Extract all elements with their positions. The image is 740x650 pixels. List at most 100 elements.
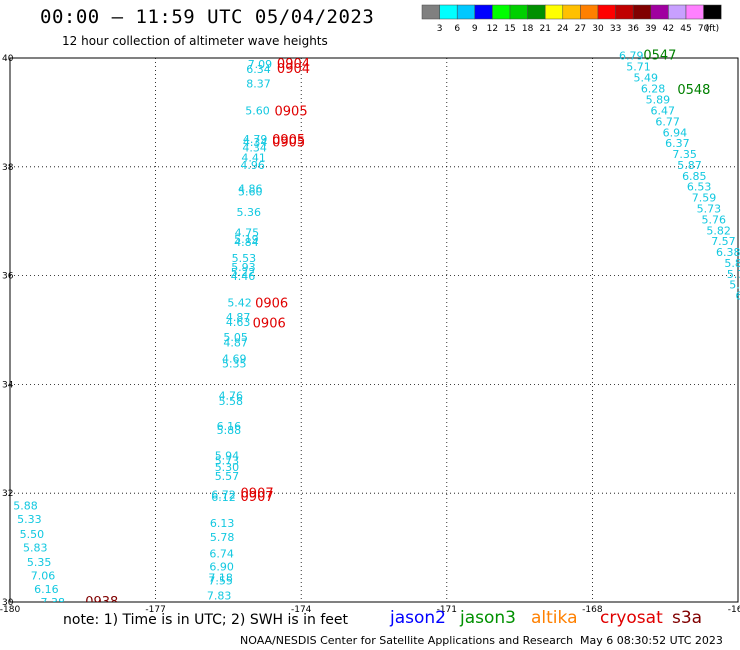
longitude-tick-label: -180 xyxy=(0,605,20,615)
wave-height-label: 4.75 xyxy=(235,226,260,239)
wave-height-label: 4.84 xyxy=(234,236,259,249)
generated-timestamp: May 6 08:30:52 UTC 2023 xyxy=(580,634,723,647)
satellite-legend-cryosat: cryosat xyxy=(600,608,663,628)
map-frame xyxy=(9,57,739,603)
wave-height-label: 4.41 xyxy=(241,151,266,164)
pass-time-label: 0905 xyxy=(272,133,305,148)
color-scale-tick: 33 xyxy=(610,24,621,34)
wave-height-label: 5.42 xyxy=(227,297,252,310)
footer-note: note: 1) Time is in UTC; 2) SWH is in fe… xyxy=(63,612,349,628)
wave-height-label: 6.72 xyxy=(211,489,236,502)
wave-height-label: 7.83 xyxy=(207,589,232,602)
pass-time-label: 0907 xyxy=(241,487,274,502)
pass-time-label: 0548 xyxy=(677,83,710,98)
wave-height-label: 6.37 xyxy=(665,137,690,150)
wave-height-label: 4.76 xyxy=(219,390,244,403)
color-scale-tick: 36 xyxy=(627,24,639,34)
wave-height-label: 6.16 xyxy=(217,420,242,433)
wave-height-label: 6.13 xyxy=(210,517,235,530)
latitude-tick-label: 34 xyxy=(2,380,14,390)
longitude-tick-label: -177 xyxy=(145,605,165,615)
color-scale-tick: 24 xyxy=(557,24,569,34)
color-scale-tick: 21 xyxy=(539,24,550,34)
wave-height-label: 7.59 xyxy=(692,192,717,205)
wave-height-label: 6.79 xyxy=(619,50,644,63)
wave-height-label: 5.89 xyxy=(646,94,671,107)
color-scale-tick: 42 xyxy=(663,24,674,34)
wave-height-label: 6.94 xyxy=(663,126,688,139)
wave-height-label: 4.69 xyxy=(222,353,247,366)
wave-height-label: 6.34 xyxy=(246,63,271,76)
wave-height-label: 5.30 xyxy=(215,461,240,474)
color-scale-legend: 3 6 9 12 15 18 21 24 27 30 33 36 39 42 45 70(ft) xyxy=(421,4,722,34)
wave-height-label: 7.55 xyxy=(208,575,233,588)
wave-height-label: 4.34 xyxy=(243,136,268,149)
wave-height-label: 6 xyxy=(735,290,740,303)
wave-height-label: 5.19 xyxy=(234,233,259,246)
wave-height-label: 5.33 xyxy=(17,513,42,526)
wave-height-label: 4.63 xyxy=(226,316,251,329)
wave-height-label: 4.34 xyxy=(242,142,267,155)
wave-height-label: 5.94 xyxy=(215,449,240,462)
wave-height-label: 5.82 xyxy=(706,224,731,237)
wave-height-label: 6.74 xyxy=(209,547,234,560)
pass-time-label: 0904 xyxy=(277,57,310,72)
wave-height-label: 6.12 xyxy=(211,491,236,504)
wave-height-label: 5.60 xyxy=(238,186,263,199)
wave-height-label: 6.85 xyxy=(682,170,707,183)
wave-height-label: 5.73 xyxy=(215,454,240,467)
wave-height-label: 7.38 xyxy=(40,596,65,609)
wave-height-label: 5.6 xyxy=(729,279,740,292)
wave-height-label: 5.58 xyxy=(219,395,244,408)
wave-height-label: 7.57 xyxy=(711,235,736,248)
color-scale-tick: 39 xyxy=(645,24,657,34)
wave-height-label: 5.50 xyxy=(20,528,45,541)
wave-height-label: 4.86 xyxy=(238,182,263,195)
wave-height-label: 6.16 xyxy=(34,583,59,596)
wave-height-label: 5.73 xyxy=(697,202,722,215)
credit-line: NOAA/NESDIS Center for Satellite Applica… xyxy=(240,634,574,647)
wave-height-label: 5.7 xyxy=(727,268,740,281)
wave-height-label: 6.38 xyxy=(716,246,740,259)
color-scale-tick: 15 xyxy=(504,24,515,34)
color-scale-tick: 9 xyxy=(472,24,478,34)
longitude-tick-label: -171 xyxy=(437,605,457,615)
color-swatch xyxy=(703,4,722,20)
page-title: 00:00 – 11:59 UTC 05/04/2023 xyxy=(40,6,375,28)
satellite-legend-jason3: jason3 xyxy=(460,608,516,628)
wave-height-label: 5.87 xyxy=(677,159,702,172)
color-scale-tick: 12 xyxy=(487,24,498,34)
wave-height-label: 5.57 xyxy=(215,470,240,483)
color-scale-tick: 30 xyxy=(592,24,604,34)
wave-height-label: 5.78 xyxy=(210,531,235,544)
latitude-tick-label: 36 xyxy=(2,272,14,282)
wave-height-label: 5.22 xyxy=(231,266,256,279)
longitude-tick-label: -165 xyxy=(728,605,740,615)
wave-height-label: 5.88 xyxy=(13,500,38,513)
wave-height-label: 4.87 xyxy=(226,311,251,324)
color-scale-tick: 18 xyxy=(522,24,534,34)
pass-time-label: 0906 xyxy=(255,297,288,312)
longitude-tick-label: -174 xyxy=(291,605,312,615)
wave-height-label: 6.77 xyxy=(655,115,680,128)
wave-height-label: 6.47 xyxy=(651,105,676,118)
wave-height-label: 5.49 xyxy=(634,71,659,84)
latitude-tick-label: 40 xyxy=(2,54,14,64)
page-subtitle: 12 hour collection of altimeter wave hei… xyxy=(62,34,328,48)
color-scale-tick: 27 xyxy=(575,24,586,34)
wave-height-label: 5.35 xyxy=(222,358,247,371)
wave-height-label: 7.09 xyxy=(248,58,273,71)
wave-height-label: 5.83 xyxy=(23,541,48,554)
wave-height-label: 7.06 xyxy=(31,570,56,583)
longitude-tick-label: -168 xyxy=(582,605,603,615)
wave-height-label: 5.60 xyxy=(245,105,270,118)
wave-height-label: 5.36 xyxy=(237,206,262,219)
wave-height-label: 5.8 xyxy=(724,257,740,270)
latitude-tick-label: 38 xyxy=(2,163,14,173)
color-scale-tick: (ft) xyxy=(706,24,720,34)
wave-height-label: 5.88 xyxy=(217,424,242,437)
wave-height-label: 5.93 xyxy=(231,261,256,274)
color-scale-tick: 70 xyxy=(698,24,710,34)
wave-height-label: 5.71 xyxy=(626,61,651,74)
satellite-legend-s3a: s3a xyxy=(672,608,703,628)
